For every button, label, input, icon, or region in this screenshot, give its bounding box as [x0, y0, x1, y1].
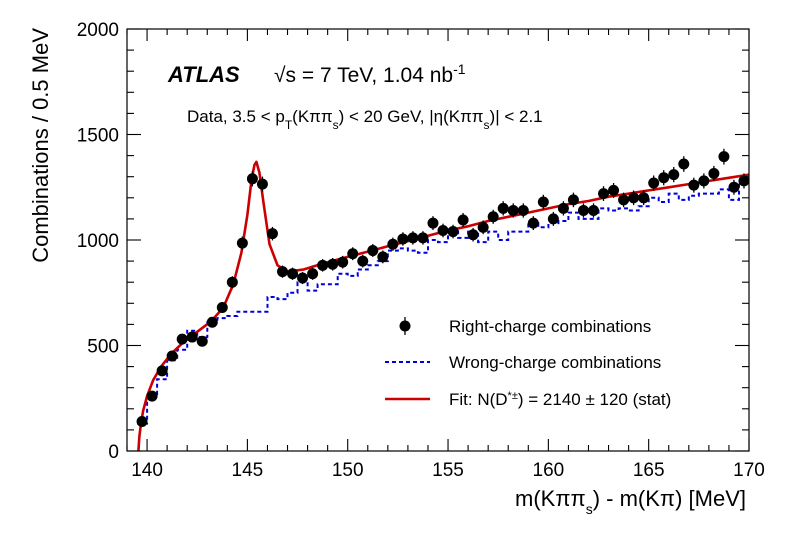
data-point	[277, 266, 288, 278]
wrong-charge-series	[137, 179, 749, 425]
data-point	[387, 238, 399, 250]
legend-data-marker	[399, 320, 411, 332]
data-point	[226, 276, 238, 288]
data-point	[537, 196, 549, 208]
data-point	[487, 211, 499, 223]
data-point	[638, 192, 650, 204]
data-point	[417, 232, 429, 244]
data-point	[236, 237, 248, 249]
x-tick-label: 140	[131, 460, 163, 481]
selection-label: Data, 3.5 < pT(Kππs) < 20 GeV, |η(Kππs)|…	[187, 107, 543, 132]
data-point	[718, 151, 730, 163]
data-point	[206, 316, 218, 328]
data-point	[588, 204, 599, 216]
data-point	[136, 415, 148, 427]
data-point	[357, 255, 369, 267]
data-point	[186, 331, 198, 343]
y-axis-title: Combinations / 0.5 MeV	[28, 28, 53, 263]
x-tick-label: 165	[633, 460, 665, 481]
x-axis-title: m(Kππs) - m(Kπ) [MeV]	[515, 486, 746, 517]
x-tick-label: 160	[533, 460, 565, 481]
x-ticks: 140 145 150 155 160 165 170	[126, 29, 765, 481]
data-point	[708, 168, 720, 180]
data-point	[628, 192, 640, 204]
legend: Right-charge combinations Wrong-charge c…	[385, 317, 671, 409]
data-point	[608, 184, 620, 196]
x-tick-label: 170	[733, 460, 765, 481]
data-point	[317, 259, 329, 271]
data-point	[447, 226, 459, 238]
data-point	[658, 172, 670, 184]
plot-frame	[126, 28, 750, 452]
data-point	[577, 204, 589, 216]
data-point	[497, 202, 509, 214]
data-point	[648, 177, 660, 189]
legend-data-label: Right-charge combinations	[449, 317, 651, 336]
data-point	[256, 178, 268, 190]
data-point	[738, 175, 750, 187]
energy-label: √s = 7 TeV, 1.04 nb-1	[274, 61, 466, 87]
data-point	[698, 175, 710, 187]
data-point	[688, 179, 700, 191]
data-point	[377, 251, 389, 263]
wrong-charge-histogram	[137, 179, 749, 425]
data-point	[307, 268, 319, 280]
x-tick-label: 155	[432, 460, 464, 481]
data-point	[427, 217, 439, 229]
right-charge-series	[136, 148, 750, 427]
data-point	[246, 173, 258, 185]
data-point	[557, 202, 569, 214]
data-point	[668, 169, 680, 181]
data-point	[196, 335, 208, 347]
data-point	[598, 188, 610, 200]
data-point	[397, 233, 409, 245]
y-tick-label: 0	[108, 442, 119, 463]
data-point	[567, 194, 579, 206]
legend-item-wrong: Wrong-charge combinations	[385, 353, 661, 372]
data-point	[547, 213, 559, 225]
y-tick-label: 1000	[77, 231, 119, 252]
data-point	[477, 221, 489, 233]
data-point	[347, 248, 359, 260]
y-tick-label: 2000	[77, 20, 119, 41]
data-point	[517, 204, 529, 216]
data-point	[156, 365, 168, 377]
data-point	[407, 232, 419, 244]
data-point	[146, 390, 158, 402]
data-point	[337, 256, 349, 268]
y-ticks: 0 500 1000 1500 2000	[77, 20, 749, 463]
data-point	[678, 158, 690, 170]
data-point	[507, 204, 519, 216]
x-tick-label: 150	[332, 460, 364, 481]
data-point	[287, 268, 299, 280]
legend-fit-label: Fit: N(D*±) = 2140 ± 120 (stat)	[449, 390, 671, 409]
data-point	[327, 258, 339, 270]
data-point	[297, 272, 309, 284]
data-point	[527, 217, 539, 229]
legend-item-data: Right-charge combinations	[399, 317, 651, 336]
data-point	[266, 228, 278, 240]
data-point	[728, 181, 740, 193]
legend-item-fit: Fit: N(D*±) = 2140 ± 120 (stat)	[385, 390, 671, 409]
x-tick-label: 145	[232, 460, 264, 481]
data-point	[467, 229, 479, 241]
data-point	[176, 333, 188, 345]
data-point	[367, 245, 379, 257]
legend-wrong-label: Wrong-charge combinations	[449, 353, 661, 372]
data-point	[216, 302, 228, 314]
data-point	[457, 214, 469, 226]
data-point	[166, 350, 178, 362]
data-point	[618, 194, 630, 206]
y-tick-label: 1500	[77, 126, 119, 147]
atlas-label: ATLAS	[167, 62, 240, 87]
y-tick-label: 500	[87, 337, 119, 358]
data-point	[437, 225, 449, 237]
